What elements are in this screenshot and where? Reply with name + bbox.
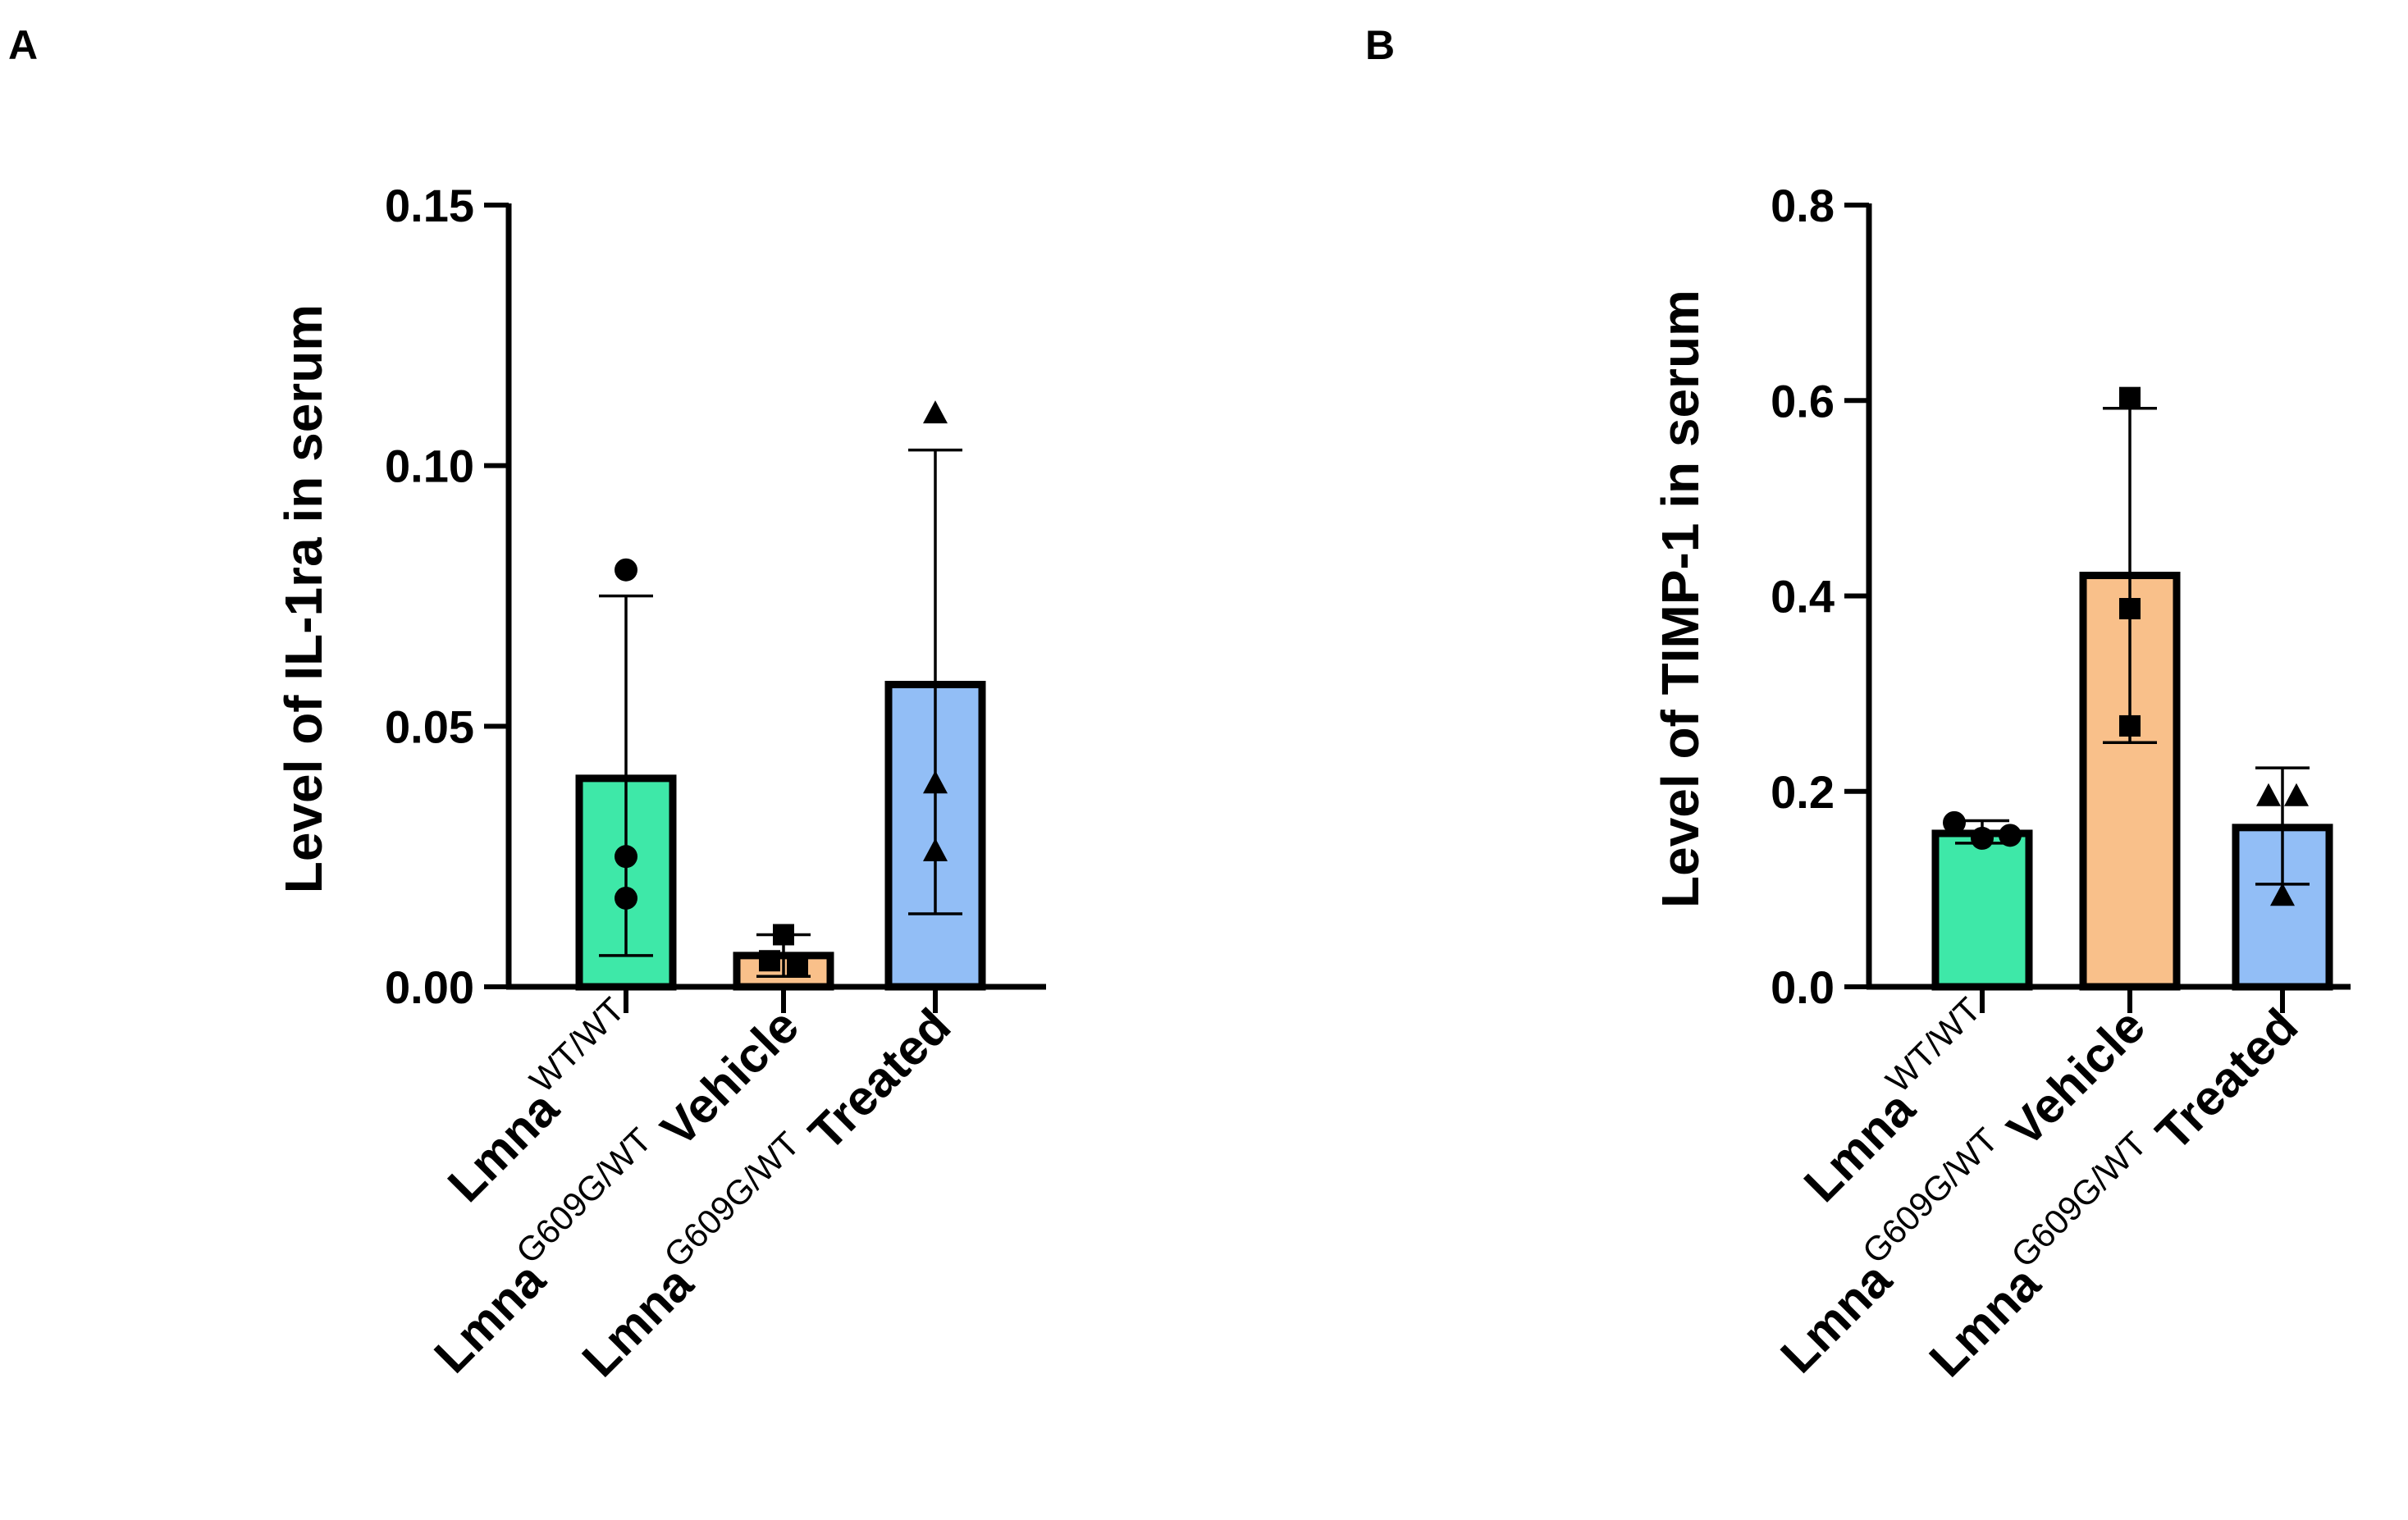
data-point-square: [2119, 714, 2141, 737]
panel-letter-a: A: [8, 22, 38, 68]
data-point-square: [2119, 386, 2141, 409]
data-point-triangle: [923, 838, 948, 861]
label-suffix: Treated: [2145, 998, 2308, 1161]
bar: [1931, 829, 2033, 991]
panel-letter-b: B: [1365, 22, 1395, 68]
y-tick-label: 0.4: [1771, 571, 1835, 623]
y-axis-label: Level of IL-1ra in serum: [274, 304, 333, 893]
data-point-circle: [615, 886, 637, 910]
data-point-triangle: [2256, 783, 2281, 806]
y-tick-label: 0.10: [385, 440, 474, 492]
panel-a: A Level of IL-1ra in serum 0.00 0.05 0.10 0…: [8, 22, 1046, 1387]
data-point-square: [773, 924, 794, 946]
y-axis-label: Level of TIMP-1 in serum: [1651, 290, 1710, 908]
panel-b: B Level of TIMP-1 in serum 0.0 0.2 0.4 0.6 0…: [1365, 22, 2351, 1387]
y-tick-label: 0.6: [1771, 375, 1835, 427]
data-point-circle: [1971, 826, 1994, 850]
y-tick-label: 0.8: [1771, 180, 1835, 231]
label-main: Lmna: [1919, 1255, 2051, 1387]
plot-area: 0.00.20.40.60.8LmnaWT/WTLmnaG609G/WTVehi…: [1771, 180, 2351, 1387]
y-tick-label: 0.2: [1771, 766, 1835, 818]
data-point-square: [2119, 597, 2141, 619]
label-superscript: WT/WT: [522, 990, 632, 1100]
y-tick-label: 0.00: [385, 961, 474, 1013]
plot-area: 0.000.050.100.15LmnaWT/WTLmnaG609G/WTVeh…: [385, 180, 1046, 1387]
data-point-triangle: [923, 400, 948, 424]
y-tick-label: 0.0: [1771, 961, 1835, 1013]
data-point-circle: [1943, 810, 1966, 834]
label-main: Lmna: [424, 1252, 556, 1384]
label-suffix: Treated: [798, 998, 961, 1161]
data-point-square: [787, 955, 808, 977]
data-point-square: [759, 950, 780, 972]
data-point-circle: [615, 558, 637, 582]
data-point-triangle: [2284, 783, 2309, 806]
y-tick-label: 0.15: [385, 180, 474, 231]
label-main: Lmna: [437, 1080, 569, 1212]
data-point-circle: [1999, 824, 2022, 847]
data-point-triangle: [2270, 883, 2295, 906]
label-main: Lmna: [572, 1255, 704, 1387]
label-superscript: WT/WT: [1878, 990, 1988, 1100]
y-tick-label: 0.05: [385, 701, 474, 752]
data-point-triangle: [923, 770, 948, 794]
label-main: Lmna: [1771, 1252, 1903, 1384]
x-tick-label: LmnaWT/WT: [1785, 990, 2008, 1212]
data-point-circle: [615, 845, 637, 869]
